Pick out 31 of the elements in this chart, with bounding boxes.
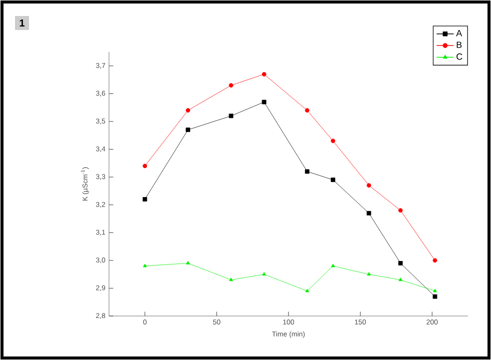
legend-label: B bbox=[456, 42, 462, 48]
point bbox=[432, 294, 438, 299]
point bbox=[142, 197, 148, 202]
point bbox=[186, 261, 190, 264]
point bbox=[305, 288, 310, 292]
point bbox=[262, 72, 266, 76]
text: 1 bbox=[20, 20, 25, 26]
point bbox=[398, 208, 403, 213]
point bbox=[366, 183, 372, 188]
point bbox=[186, 108, 190, 113]
point bbox=[186, 128, 190, 132]
legend-label: C bbox=[456, 53, 462, 60]
point bbox=[228, 114, 234, 118]
point bbox=[331, 264, 335, 268]
point bbox=[229, 278, 233, 282]
point bbox=[366, 210, 372, 216]
point bbox=[262, 272, 266, 276]
point bbox=[304, 108, 310, 113]
point bbox=[330, 178, 336, 182]
point bbox=[330, 138, 336, 144]
point bbox=[432, 258, 438, 263]
point bbox=[262, 100, 266, 104]
point bbox=[433, 288, 437, 292]
point bbox=[366, 272, 371, 276]
legend-label: A bbox=[456, 30, 462, 36]
point bbox=[142, 264, 147, 268]
point bbox=[398, 278, 402, 282]
point bbox=[304, 169, 310, 174]
point bbox=[228, 83, 234, 88]
point bbox=[142, 164, 148, 168]
point bbox=[398, 261, 403, 266]
